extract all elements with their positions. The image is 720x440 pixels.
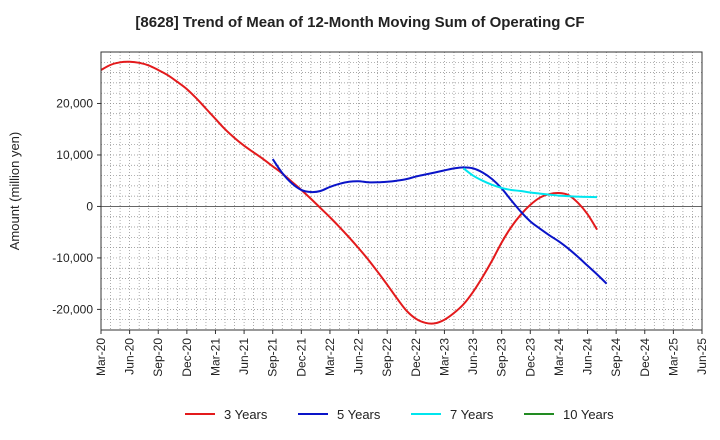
x-tick-label: Sep-23 xyxy=(495,338,509,377)
series-line-5-years xyxy=(271,158,608,285)
x-tick-label: Mar-21 xyxy=(208,338,222,376)
y-axis-label: Amount (million yen) xyxy=(7,132,22,251)
y-tick-label: -20,000 xyxy=(52,302,93,316)
x-tick-label: Jun-22 xyxy=(352,338,366,375)
legend-label-3-years: 3 Years xyxy=(224,407,268,422)
y-tick-label: 10,000 xyxy=(56,148,93,162)
legend-label-5-years: 5 Years xyxy=(337,407,381,422)
x-tick-label: Sep-22 xyxy=(380,338,394,377)
legend: 3 Years 5 Years 7 Years 10 Years xyxy=(185,407,614,422)
x-tick-label: Mar-24 xyxy=(552,338,566,376)
legend-label-7-years: 7 Years xyxy=(450,407,494,422)
series-group xyxy=(100,60,608,325)
x-tick-label: Dec-21 xyxy=(294,338,308,377)
x-tick-label: Sep-20 xyxy=(151,338,165,377)
series-line-3-years xyxy=(100,60,598,325)
y-tick-label: -10,000 xyxy=(52,251,93,265)
x-tick-label: Mar-25 xyxy=(666,338,680,376)
series-line-7-years xyxy=(462,167,598,199)
y-tick-label: 20,000 xyxy=(56,96,93,110)
x-tick-label: Dec-23 xyxy=(523,338,537,377)
x-tick-label: Sep-21 xyxy=(266,338,280,377)
grid xyxy=(101,51,702,331)
x-tick-label: Dec-24 xyxy=(638,338,652,377)
plot-area xyxy=(101,52,702,330)
x-tick-label: Mar-22 xyxy=(323,338,337,376)
x-tick-label: Sep-24 xyxy=(609,338,623,377)
x-tick-label: Jun-24 xyxy=(581,338,595,375)
x-tick-label: Jun-23 xyxy=(466,338,480,375)
x-tick-label: Dec-20 xyxy=(180,338,194,377)
x-tick-label: Mar-20 xyxy=(94,338,108,376)
y-ticks: -20,000 -10,000 0 10,000 20,000 xyxy=(52,96,101,316)
x-tick-label: Jun-20 xyxy=(123,338,137,375)
x-tick-label: Jun-25 xyxy=(695,338,709,375)
y-tick-label: 0 xyxy=(86,199,93,213)
chart-title: [8628] Trend of Mean of 12-Month Moving … xyxy=(135,14,585,31)
legend-label-10-years: 10 Years xyxy=(563,407,614,422)
plot-border xyxy=(100,51,703,331)
x-tick-label: Dec-22 xyxy=(409,338,423,377)
x-ticks: Mar-20 Jun-20 Sep-20 Dec-20 Mar-21 Jun-21 Sep-… xyxy=(94,330,709,377)
x-tick-label: Jun-21 xyxy=(237,338,251,375)
x-tick-label: Mar-23 xyxy=(437,338,451,376)
